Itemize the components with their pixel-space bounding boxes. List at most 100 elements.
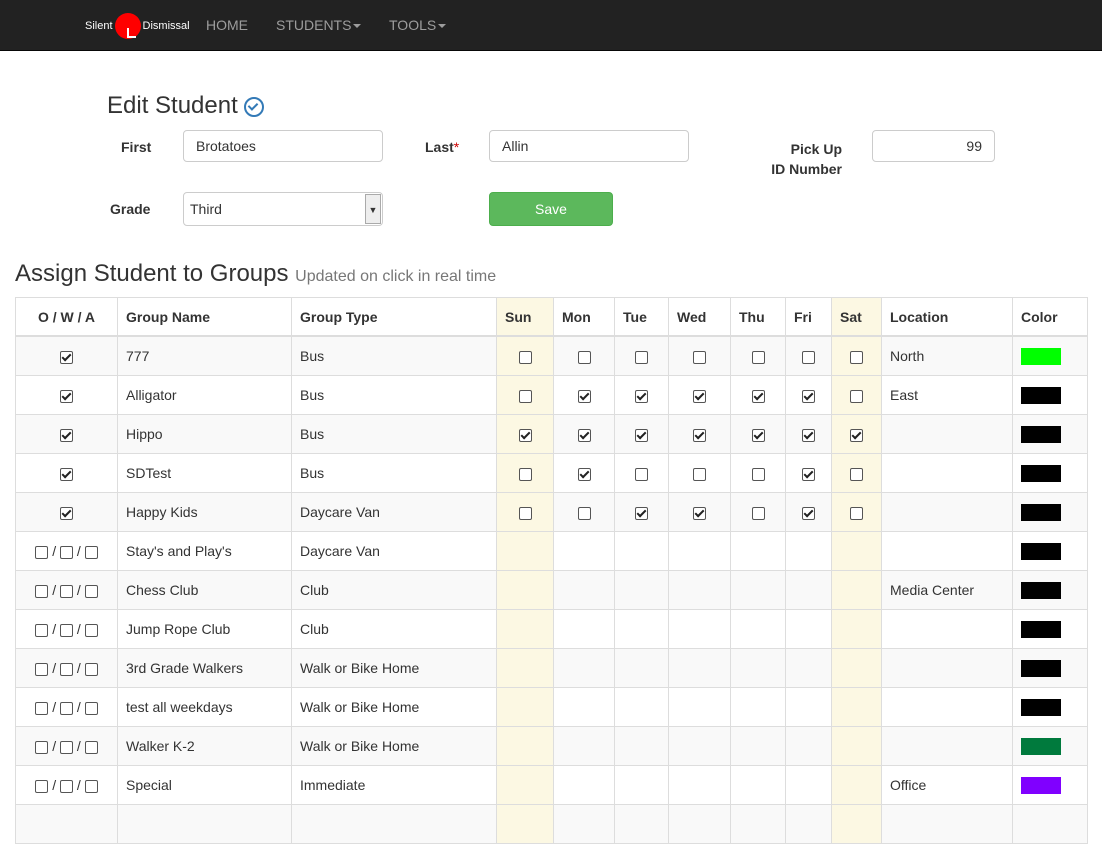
checkbox[interactable] xyxy=(60,623,73,637)
checkbox[interactable] xyxy=(60,389,73,403)
checkbox[interactable] xyxy=(60,467,73,481)
checkbox[interactable] xyxy=(850,428,863,442)
checkbox[interactable] xyxy=(751,350,765,364)
checkbox[interactable] xyxy=(35,740,49,754)
checkbox[interactable] xyxy=(635,389,648,403)
day-cell xyxy=(614,414,669,454)
checkbox[interactable] xyxy=(84,779,98,793)
checkbox[interactable] xyxy=(60,545,73,559)
save-button[interactable]: Save xyxy=(489,192,613,226)
day-cell xyxy=(496,804,554,844)
checkbox[interactable] xyxy=(850,350,863,364)
checkbox[interactable] xyxy=(60,584,73,598)
owa-cell: / / xyxy=(15,765,118,805)
checkbox[interactable] xyxy=(35,779,49,793)
color-swatch[interactable] xyxy=(1021,737,1061,755)
checkbox[interactable] xyxy=(751,389,765,403)
checkbox[interactable] xyxy=(35,623,49,637)
color-cell xyxy=(1012,765,1088,805)
checkbox[interactable] xyxy=(60,779,73,793)
color-swatch[interactable] xyxy=(1021,464,1061,482)
day-cell xyxy=(785,687,832,727)
checkbox[interactable] xyxy=(751,467,765,481)
checkbox[interactable] xyxy=(850,506,863,520)
color-cell xyxy=(1012,648,1088,688)
checkbox[interactable] xyxy=(60,428,73,442)
grade-select[interactable]: Third ▼ xyxy=(183,192,383,226)
checkbox[interactable] xyxy=(518,389,532,403)
checkbox[interactable] xyxy=(518,428,532,442)
first-name-input[interactable]: Brotatoes xyxy=(183,130,383,162)
navbar: Silent Dismissal HOME STUDENTS TOOLS xyxy=(0,0,1102,51)
checkbox[interactable] xyxy=(35,545,49,559)
checkbox[interactable] xyxy=(635,506,648,520)
day-cell xyxy=(614,687,669,727)
color-swatch[interactable] xyxy=(1021,659,1061,677)
checkbox[interactable] xyxy=(84,662,98,676)
checkbox[interactable] xyxy=(84,584,98,598)
checkbox[interactable] xyxy=(693,467,706,481)
checkbox[interactable] xyxy=(802,350,815,364)
last-name-input[interactable]: Allin xyxy=(489,130,689,162)
checkbox[interactable] xyxy=(693,350,706,364)
checkbox[interactable] xyxy=(577,467,591,481)
checkbox[interactable] xyxy=(802,389,815,403)
location xyxy=(881,414,1013,454)
color-swatch[interactable] xyxy=(1021,581,1061,599)
checkbox[interactable] xyxy=(577,350,591,364)
checkbox[interactable] xyxy=(35,701,49,715)
checkbox[interactable] xyxy=(693,389,706,403)
day-cell xyxy=(730,492,786,532)
checkbox[interactable] xyxy=(577,389,591,403)
color-swatch[interactable] xyxy=(1021,620,1061,638)
day-cell xyxy=(553,726,615,766)
checkbox[interactable] xyxy=(802,506,815,520)
nav-home[interactable]: HOME xyxy=(206,17,248,33)
checkbox[interactable] xyxy=(84,623,98,637)
checkbox[interactable] xyxy=(518,350,532,364)
checkbox[interactable] xyxy=(60,662,73,676)
checkbox[interactable] xyxy=(802,467,815,481)
checkbox[interactable] xyxy=(850,389,863,403)
nav-tools[interactable]: TOOLS xyxy=(389,17,447,33)
color-swatch[interactable] xyxy=(1021,386,1061,404)
checkbox[interactable] xyxy=(60,350,73,364)
color-swatch[interactable] xyxy=(1021,425,1061,443)
checkbox[interactable] xyxy=(577,428,591,442)
checkbox[interactable] xyxy=(693,428,706,442)
checkbox[interactable] xyxy=(60,701,73,715)
checkbox[interactable] xyxy=(577,506,591,520)
checkbox[interactable] xyxy=(518,467,532,481)
checkbox[interactable] xyxy=(693,506,706,520)
day-cell xyxy=(730,765,786,805)
checkbox[interactable] xyxy=(802,428,815,442)
checkbox[interactable] xyxy=(84,545,98,559)
color-swatch[interactable] xyxy=(1021,347,1061,365)
checkbox[interactable] xyxy=(635,428,648,442)
checkbox[interactable] xyxy=(84,701,98,715)
checkbox[interactable] xyxy=(751,506,765,520)
color-swatch[interactable] xyxy=(1021,698,1061,716)
checkbox[interactable] xyxy=(35,584,49,598)
day-cell xyxy=(668,335,731,376)
checkbox[interactable] xyxy=(635,350,648,364)
day-cell xyxy=(730,726,786,766)
color-swatch[interactable] xyxy=(1021,542,1061,560)
group-name: Hippo xyxy=(117,414,292,454)
checkbox[interactable] xyxy=(35,662,49,676)
checkbox[interactable] xyxy=(60,740,73,754)
checkbox[interactable] xyxy=(84,740,98,754)
checkbox[interactable] xyxy=(850,467,863,481)
color-swatch[interactable] xyxy=(1021,503,1061,521)
color-swatch[interactable] xyxy=(1021,776,1061,794)
day-cell xyxy=(553,453,615,493)
day-cell xyxy=(614,453,669,493)
checkbox[interactable] xyxy=(751,428,765,442)
nav-students[interactable]: STUDENTS xyxy=(276,17,362,33)
checkbox[interactable] xyxy=(635,467,648,481)
logo[interactable]: Silent Dismissal xyxy=(85,12,190,40)
pickup-id-input[interactable]: 99 xyxy=(872,130,995,162)
group-type: Walk or Bike Home xyxy=(291,726,497,766)
checkbox[interactable] xyxy=(60,506,73,520)
checkbox[interactable] xyxy=(518,506,532,520)
